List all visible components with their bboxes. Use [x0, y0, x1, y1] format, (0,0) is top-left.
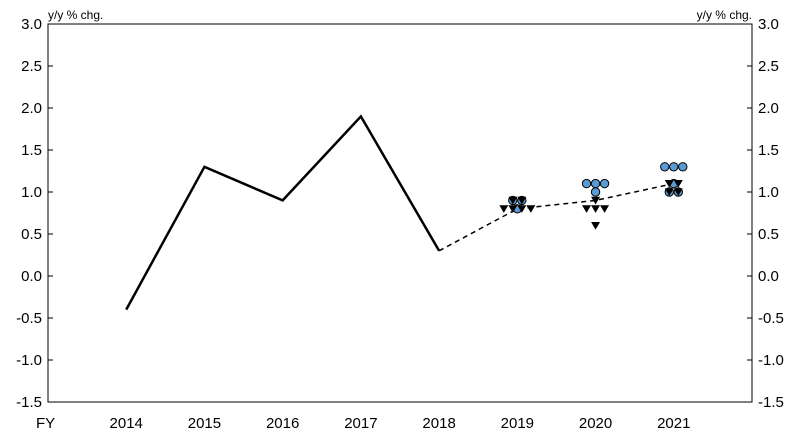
forecast-triangle-marker — [591, 196, 601, 205]
x-tick-label: 2015 — [188, 415, 221, 432]
forecast-circle-marker — [599, 178, 610, 189]
x-tick-label: 2020 — [579, 415, 612, 432]
y-tick-label-left: 1.5 — [21, 142, 42, 159]
forecast-circle-marker — [669, 162, 679, 172]
y-tick-label-left: 2.5 — [21, 58, 42, 75]
x-tick-label: 2016 — [266, 415, 299, 432]
forecast-triangle-marker — [517, 196, 527, 205]
projection-series-line — [438, 182, 674, 252]
y-unit-left: y/y % chg. — [48, 8, 103, 22]
forecast-triangle-marker — [591, 222, 601, 230]
forecast-triangle-marker — [673, 180, 683, 188]
y-tick-label-right: 0.5 — [758, 226, 779, 243]
x-tick-label: 2018 — [422, 415, 455, 432]
forecast-triangle-marker — [517, 205, 527, 213]
forecast-circle-marker — [581, 178, 592, 189]
y-tick-label-right: 1.5 — [758, 142, 779, 159]
forecast-triangle-marker — [664, 180, 674, 188]
forecast-triangle-marker — [582, 205, 592, 213]
y-tick-label-right: 2.0 — [758, 100, 779, 117]
plot-frame — [47, 23, 753, 403]
y-tick-label-right: 1.0 — [758, 184, 779, 201]
forecast-triangle-marker — [591, 205, 601, 213]
x-tick-label: 2019 — [501, 415, 534, 432]
y-tick-label-right: -0.5 — [758, 310, 784, 327]
y-tick-label-left: 0.5 — [21, 226, 42, 243]
forecast-triangle-marker — [673, 188, 683, 197]
y-tick-label-right: 2.5 — [758, 58, 779, 75]
x-tick-label: 2014 — [110, 415, 143, 432]
forecast-triangle-marker — [499, 205, 509, 213]
y-tick-label-left: 1.0 — [21, 184, 42, 201]
forecast-circle-marker — [660, 162, 670, 172]
forecast-triangle-marker — [664, 188, 674, 197]
y-tick-label-right: 0.0 — [758, 268, 779, 285]
y-tick-label-left: -1.0 — [16, 352, 42, 369]
y-tick-label-left: -0.5 — [16, 310, 42, 327]
forecast-triangle-marker — [508, 196, 518, 205]
y-tick-label-left: 0.0 — [21, 268, 42, 285]
y-tick-label-right: -1.0 — [758, 352, 784, 369]
y-tick-label-right: 3.0 — [758, 16, 779, 33]
y-tick-label-left: 2.0 — [21, 100, 42, 117]
forecast-circle-marker — [678, 162, 688, 172]
forecast-circle-marker — [590, 187, 601, 197]
forecast-triangle-marker — [508, 205, 518, 213]
y-tick-label-left: -1.5 — [16, 394, 42, 411]
x-axis-label: FY — [36, 415, 55, 432]
y-tick-label-left: 3.0 — [21, 16, 42, 33]
y-unit-right: y/y % chg. — [697, 8, 752, 22]
forecast-triangle-marker — [600, 205, 610, 213]
forecast-triangle-marker — [526, 205, 536, 213]
y-tick-label-right: -1.5 — [758, 394, 784, 411]
x-tick-label: 2017 — [344, 415, 377, 432]
actual-series-line — [125, 114, 441, 311]
x-tick-label: 2021 — [657, 415, 690, 432]
forecast-circle-marker — [590, 178, 601, 189]
